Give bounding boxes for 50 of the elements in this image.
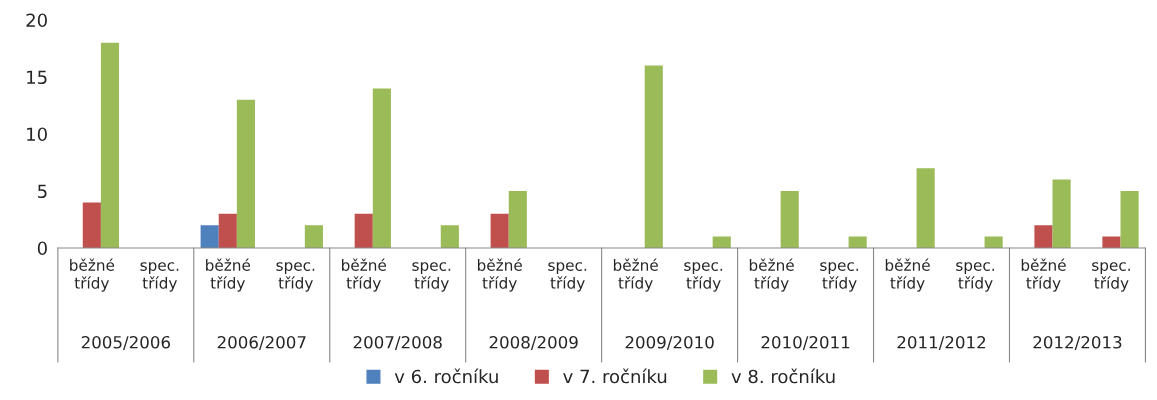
y-tick-label: 0 <box>37 241 47 256</box>
bar <box>1120 191 1139 248</box>
y-tick-label: 5 <box>38 184 47 199</box>
bar <box>440 225 459 248</box>
x-tick-label: běžné třídy <box>749 258 794 292</box>
x-tick-label: běžné třídy <box>477 258 522 292</box>
bar <box>490 213 509 248</box>
legend-label: v 8. ročníku <box>731 368 835 384</box>
bar <box>304 225 323 248</box>
bar <box>1052 179 1071 248</box>
x-tick-label: spec. třídy <box>956 262 994 292</box>
x-tick-label: spec. třídy <box>276 262 315 292</box>
text: 2007/2008 <box>353 335 442 350</box>
text: 2009/2010 <box>625 335 714 350</box>
x-tick-label: běžné třídy <box>885 258 930 292</box>
bar <box>644 65 663 248</box>
x-tick-label: spec. třídy <box>548 262 587 292</box>
bar <box>200 225 219 248</box>
y-tick-label: 10 <box>27 127 47 142</box>
bar <box>780 191 799 248</box>
x-tick-label: spec. třídy <box>1092 262 1130 292</box>
text: 2005/2006 <box>81 335 170 350</box>
x-tick-label: spec. třídy <box>820 262 859 292</box>
text: 2011/2012 <box>897 335 986 350</box>
y-tick-label: 20 <box>26 13 47 28</box>
text: 2006/2007 <box>217 335 306 350</box>
bar <box>1034 225 1053 248</box>
x-tick-label: běžné třídy <box>1021 258 1066 292</box>
bar <box>82 202 101 248</box>
x-tick-label: běžné třídy <box>206 258 251 292</box>
text: 2008/2009 <box>489 335 578 350</box>
x-tick-label: běžné třídy <box>613 258 658 292</box>
x-tick-label: běžné třídy <box>70 258 115 292</box>
legend-label: v 7. ročníku <box>563 368 667 384</box>
bar <box>1102 236 1121 248</box>
x-tick-label: spec. třídy <box>140 262 179 292</box>
bar <box>100 42 120 248</box>
bar <box>218 213 237 248</box>
bar <box>236 99 255 248</box>
x-tick-label: běžné třídy <box>342 258 387 292</box>
legend-label: v 6. ročníku <box>394 368 498 384</box>
text: 2010/2011 <box>761 335 850 350</box>
text: 2012/2013 <box>1033 335 1122 350</box>
bar <box>372 88 391 248</box>
bar <box>354 213 373 248</box>
bar <box>916 168 935 248</box>
x-tick-label: spec. třídy <box>412 262 451 292</box>
x-tick-label: spec. třídy <box>684 262 723 292</box>
y-tick-label: 15 <box>27 70 47 85</box>
bar <box>508 191 527 248</box>
